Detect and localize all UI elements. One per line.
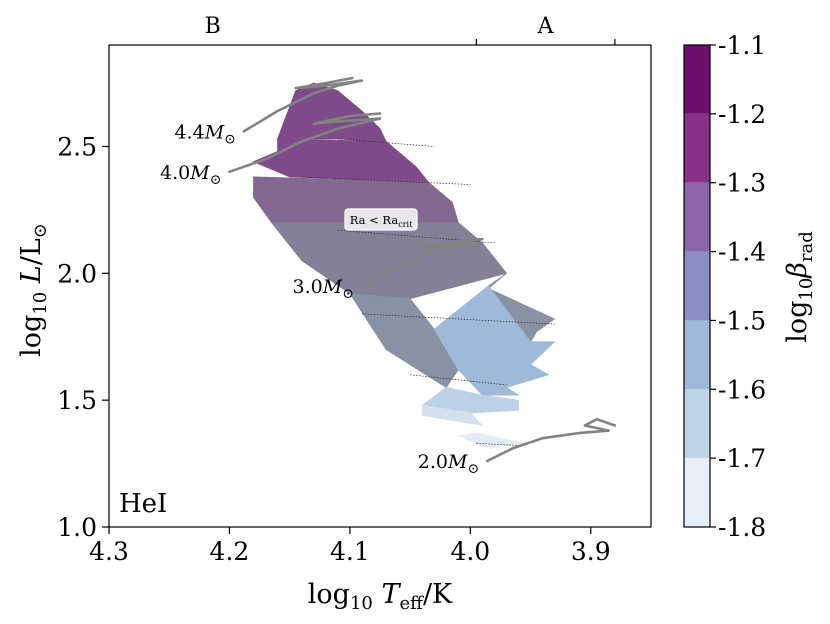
y-tick-label: 1.5: [57, 386, 97, 415]
track-label-4.0: 4.0M⊙: [160, 162, 221, 188]
track-label-3.0: 3.0M⊙: [293, 276, 354, 302]
colorbar-bin-3: [684, 251, 710, 321]
track-label-2.0: 2.0M⊙: [418, 451, 479, 477]
evolution-tracks: [228, 76, 617, 463]
y-axis-title: log10 L/L⊙: [16, 223, 51, 357]
x-tick-label: 4.3: [89, 537, 129, 566]
y-tick-label: 2.5: [57, 132, 97, 161]
convection-regions: [252, 82, 556, 449]
track-labels: 4.4M⊙ 4.0M⊙ 3.0M⊙ 2.0M⊙: [160, 121, 479, 477]
colorbar-tick-label: -1.5: [718, 306, 766, 335]
x-axis-ticks: 4.3 4.2 4.1 4.0 3.9: [89, 527, 611, 566]
region-annotation: Ra < Racrit: [344, 208, 418, 231]
x-axis-title: log10 Teff/K: [308, 579, 453, 614]
colorbar-tick-label: -1.7: [718, 444, 766, 473]
track-label-4.4: 4.4M⊙: [174, 121, 235, 147]
x-tick-label: 4.1: [330, 537, 370, 566]
panel-label: HeI: [119, 489, 167, 519]
track-3.0: [360, 237, 484, 288]
colorbar: -1.1 -1.2 -1.3 -1.4 -1.5 -1.6 -1.7 -1.8: [683, 31, 766, 542]
colorbar-bin-4: [684, 320, 710, 390]
y-tick-label: 2.0: [57, 259, 97, 288]
region-9: [456, 432, 525, 449]
iso-line-2: [337, 229, 495, 244]
annotation-text: Ra < Racrit: [350, 213, 413, 229]
x-tick-label: 4.2: [210, 537, 250, 566]
annotation-box: [344, 208, 418, 231]
iso-line-4: [410, 374, 507, 386]
y-tick-label: 1.0: [57, 513, 97, 542]
iso-line-3: [361, 313, 555, 325]
x-tick-label: 3.9: [571, 537, 611, 566]
colorbar-tick-label: -1.4: [718, 238, 766, 267]
spectral-label-A: A: [537, 14, 555, 39]
colorbar-tick-label: -1.3: [718, 169, 766, 198]
colorbar-bin-2: [684, 182, 710, 252]
colorbar-bin-5: [684, 389, 710, 459]
region-8: [421, 404, 484, 427]
iso-line-1: [301, 176, 471, 185]
colorbar-tick-label: -1.8: [718, 513, 766, 542]
colorbar-title: log10βrad: [782, 231, 817, 343]
iso-line-5: [476, 442, 525, 447]
colorbar-bin-0: [684, 45, 710, 114]
colorbar-tick-label: -1.2: [718, 100, 766, 129]
y-axis-ticks: 1.0 1.5 2.0 2.5: [57, 132, 109, 542]
track-4.0: [228, 112, 382, 174]
colorbar-tick-label: -1.1: [718, 31, 766, 60]
region-6: [433, 285, 556, 396]
track-4.4: [242, 76, 364, 133]
track-2.0: [485, 417, 617, 463]
plot-frame: [108, 44, 652, 528]
colorbar-frame: [683, 44, 711, 528]
spectral-label-B: B: [205, 14, 221, 39]
iso-line-0: [337, 138, 435, 147]
colorbar-tick-label: -1.6: [718, 375, 766, 404]
colorbar-bin-1: [684, 113, 710, 183]
x-tick-label: 4.0: [450, 537, 490, 566]
colorbar-bin-6: [684, 458, 710, 527]
